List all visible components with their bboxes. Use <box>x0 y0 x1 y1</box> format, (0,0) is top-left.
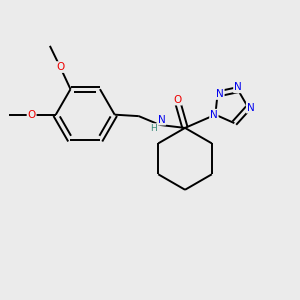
Text: O: O <box>174 94 182 105</box>
Text: N: N <box>158 115 165 125</box>
Text: N: N <box>234 82 242 92</box>
Text: N: N <box>210 110 218 120</box>
Text: O: O <box>28 110 36 120</box>
Text: N: N <box>247 103 254 113</box>
Text: N: N <box>216 89 224 99</box>
Text: O: O <box>56 62 64 72</box>
Text: H: H <box>150 124 157 133</box>
